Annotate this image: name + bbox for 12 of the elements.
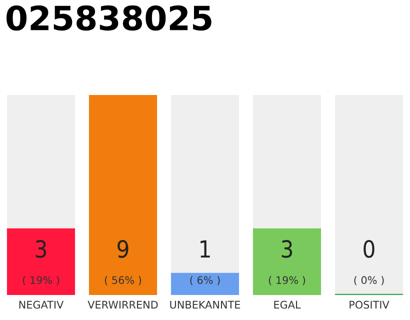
x-tick-label: NEGATIV [19,300,64,309]
data-label: 3 ( 19% ) [22,240,60,286]
x-tick-label: EGAL [274,300,301,309]
x-tick-label: POSITIV [350,300,390,309]
data-label: 1 ( 6% ) [190,240,220,286]
data-label: 3 ( 19% ) [268,240,306,286]
bar [170,272,240,296]
x-tick-label: VERWIRREND [88,300,158,309]
x-tick-label: UNBEKANNTE [170,300,240,309]
data-label: 0 ( 0% ) [354,240,384,286]
chart-title: 025838025 [6,5,212,31]
data-label: 9 ( 56% ) [104,240,142,286]
